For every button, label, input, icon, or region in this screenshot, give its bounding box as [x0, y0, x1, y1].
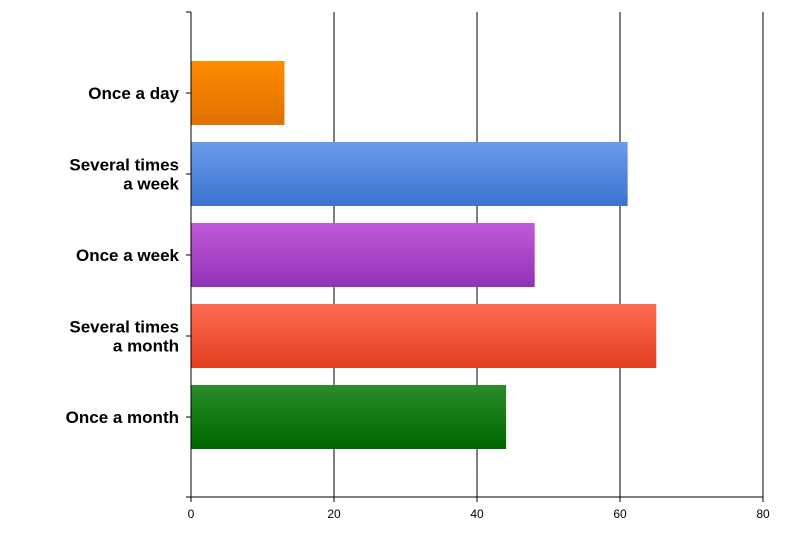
- bar: [191, 385, 507, 449]
- category-label: Several times a week: [69, 156, 179, 194]
- x-tick-label: 60: [613, 507, 627, 521]
- category-label: Several times a month: [69, 318, 179, 356]
- category-label: Once a day: [88, 84, 179, 103]
- category-labels: Once a day Several times a week Once a week…: [66, 84, 180, 427]
- tick-labels: 0 20 40 60 80: [188, 507, 770, 521]
- x-tick-label: 40: [470, 507, 484, 521]
- category-label: Once a month: [66, 408, 179, 427]
- category-label: Once a week: [76, 246, 180, 265]
- x-tick-label: 20: [327, 507, 341, 521]
- bar: [191, 61, 285, 125]
- bar: [191, 142, 628, 206]
- bar: [191, 223, 535, 287]
- axes: [186, 11, 764, 502]
- x-tick-label: 0: [188, 507, 195, 521]
- bar: [191, 304, 657, 368]
- x-tick-label: 80: [756, 507, 770, 521]
- bars: [191, 61, 657, 449]
